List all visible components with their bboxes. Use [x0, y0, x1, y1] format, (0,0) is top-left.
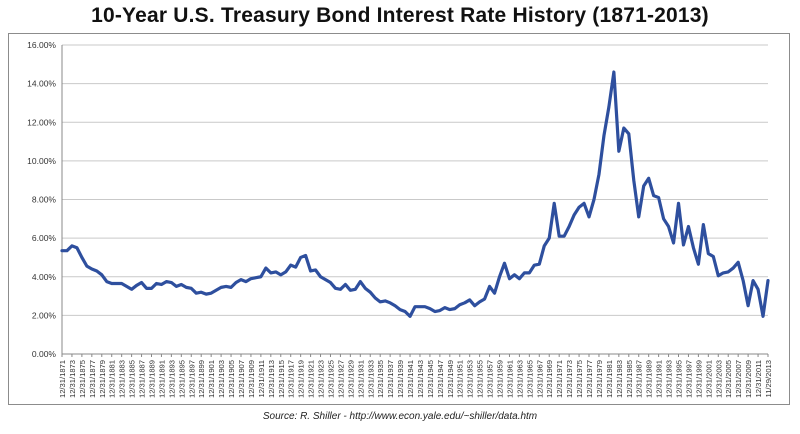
x-tick-label: 11/29/2013	[764, 360, 773, 397]
x-tick-label: 12/31/1983	[615, 360, 624, 398]
x-tick-label: 12/31/1939	[396, 360, 405, 398]
y-tick-label: 2.00%	[32, 310, 57, 320]
y-tick-label: 8.00%	[32, 195, 57, 205]
x-tick-label: 12/31/1971	[555, 360, 564, 398]
x-tick-label: 12/31/1985	[625, 360, 634, 398]
x-axis: 12/31/1871 12/31/1873 12/31/1875 12/31/1877…	[58, 354, 773, 398]
x-tick-label: 12/31/1873	[68, 360, 77, 398]
x-tick-label: 12/31/1929	[346, 360, 355, 398]
x-tick-label: 12/31/1949	[446, 360, 455, 398]
x-tick-label: 12/31/1901	[207, 360, 216, 398]
x-tick-label: 12/31/1923	[317, 360, 326, 398]
x-tick-label: 12/31/1993	[665, 360, 674, 398]
x-tick-label: 12/31/1977	[585, 360, 594, 398]
y-tick-label: 16.00%	[27, 40, 56, 50]
x-tick-label: 12/31/2011	[754, 360, 763, 397]
x-tick-label: 12/31/1917	[287, 360, 296, 398]
x-tick-label: 12/31/1911	[257, 360, 266, 397]
x-tick-label: 12/31/1909	[247, 360, 256, 398]
x-tick-label: 12/31/2007	[734, 360, 743, 398]
x-tick-label: 12/31/1955	[476, 360, 485, 398]
x-tick-label: 12/31/1883	[118, 360, 127, 398]
x-tick-label: 12/31/2009	[744, 360, 753, 398]
x-tick-label: 12/31/1927	[336, 360, 345, 398]
x-tick-label: 12/31/1875	[78, 360, 87, 398]
x-tick-label: 12/31/1891	[157, 360, 166, 398]
x-tick-label: 12/31/1959	[496, 360, 505, 398]
x-tick-label: 12/31/1981	[605, 360, 614, 398]
x-tick-label: 12/31/1897	[187, 360, 196, 398]
x-tick-label: 12/31/1879	[98, 360, 107, 398]
x-tick-label: 12/31/1919	[297, 360, 306, 398]
x-tick-label: 12/31/1903	[217, 360, 226, 398]
x-tick-label: 12/31/1915	[277, 360, 286, 398]
x-tick-label: 12/31/1997	[684, 360, 693, 398]
x-tick-label: 12/31/1989	[645, 360, 654, 398]
x-tick-label: 12/31/1921	[307, 360, 316, 398]
y-tick-label: 4.00%	[32, 272, 57, 282]
x-tick-label: 12/31/1965	[525, 360, 534, 398]
source-note: Source: R. Shiller - http://www.econ.yal…	[262, 411, 538, 422]
series-layer	[60, 70, 770, 318]
x-tick-label: 12/31/1979	[595, 360, 604, 398]
x-tick-label: 12/31/1999	[694, 360, 703, 398]
x-tick-label: 12/31/1967	[535, 360, 544, 398]
x-tick-label: 12/31/1933	[366, 360, 375, 398]
x-tick-label: 12/31/2003	[714, 360, 723, 398]
x-tick-label: 12/31/1881	[108, 360, 117, 398]
y-tick-label: 10.00%	[27, 156, 56, 166]
x-tick-label: 12/31/1953	[466, 360, 475, 398]
chart-frame	[8, 33, 790, 405]
x-tick-label: 12/31/1937	[386, 360, 395, 398]
x-tick-label: 12/31/1963	[515, 360, 524, 398]
x-tick-label: 12/31/2001	[704, 360, 713, 398]
x-tick-label: 12/31/1885	[128, 360, 137, 398]
x-tick-label: 12/31/2005	[724, 360, 733, 398]
x-tick-label: 12/31/1887	[138, 360, 147, 398]
y-tick-label: 14.00%	[27, 79, 56, 89]
x-tick-label: 12/31/1913	[267, 360, 276, 398]
x-tick-label: 12/31/1925	[326, 360, 335, 398]
x-tick-label: 12/31/1947	[436, 360, 445, 398]
x-tick-label: 12/31/1995	[675, 360, 684, 398]
x-tick-label: 12/31/1893	[167, 360, 176, 398]
x-tick-label: 12/31/1969	[545, 360, 554, 398]
x-tick-label: 12/31/1905	[227, 360, 236, 398]
series-line	[60, 70, 770, 318]
y-axis-tick-labels: 0.00% 2.00% 4.00% 6.00% 8.00% 10.00% 12.00% 14.…	[27, 40, 56, 359]
x-tick-label: 12/31/1889	[147, 360, 156, 398]
x-tick-label: 12/31/1987	[635, 360, 644, 398]
gridlines	[61, 44, 768, 355]
x-tick-label: 12/31/1899	[197, 360, 206, 398]
x-tick-label: 12/31/1907	[237, 360, 246, 398]
y-tick-label: 0.00%	[32, 349, 57, 359]
chart-title: 10-Year U.S. Treasury Bond Interest Rate…	[91, 4, 709, 27]
x-tick-label: 12/31/1931	[356, 360, 365, 398]
x-tick-label: 12/31/1895	[177, 360, 186, 398]
x-tick-label: 12/31/1941	[406, 360, 415, 398]
x-tick-label: 12/31/1951	[456, 360, 465, 398]
x-tick-label: 12/31/1877	[88, 360, 97, 398]
x-tick-label: 12/31/1961	[505, 360, 514, 398]
y-tick-label: 12.00%	[27, 117, 56, 127]
y-tick-label: 6.00%	[32, 233, 57, 243]
x-tick-label: 12/31/1991	[655, 360, 664, 398]
x-tick-label: 12/31/1975	[575, 360, 584, 398]
x-tick-label: 12/31/1871	[58, 360, 67, 398]
x-tick-label: 12/31/1935	[376, 360, 385, 398]
x-tick-label: 12/31/1973	[565, 360, 574, 398]
x-tick-label: 12/31/1945	[426, 360, 435, 398]
x-tick-label: 12/31/1943	[416, 360, 425, 398]
x-tick-label: 12/31/1957	[486, 360, 495, 398]
